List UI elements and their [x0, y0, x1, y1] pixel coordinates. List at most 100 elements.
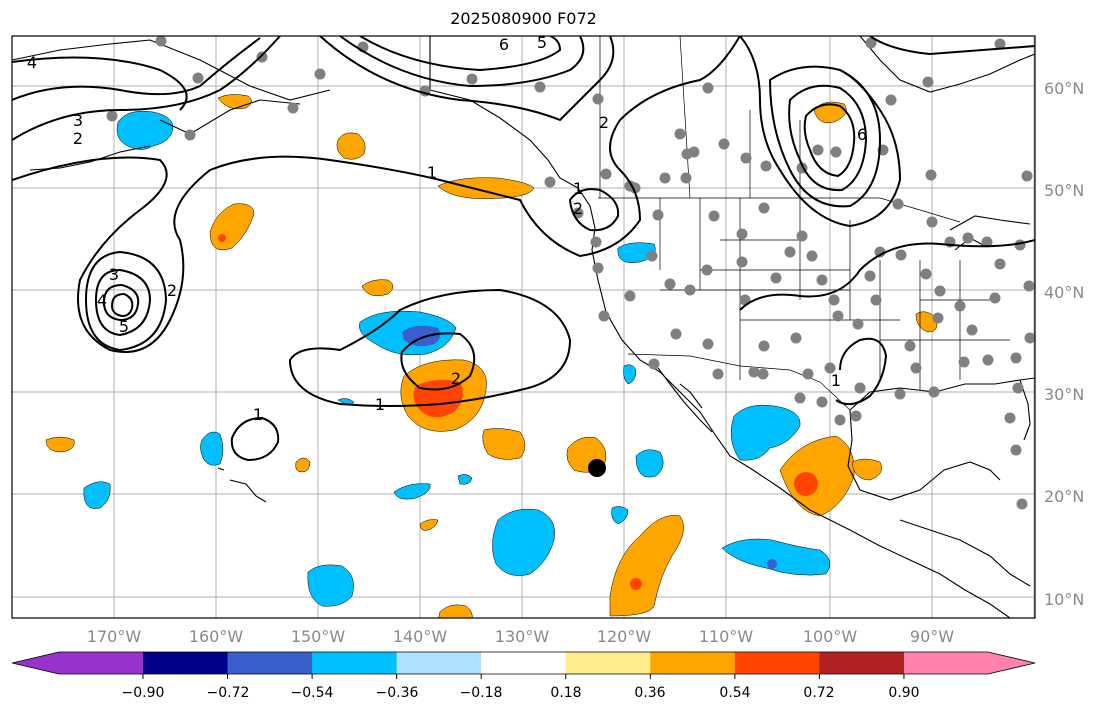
anomaly-blob: [851, 458, 882, 481]
colorbar-tick-label: −0.18: [460, 685, 503, 701]
contour-line: [12, 36, 741, 353]
colorbar-segment: [143, 652, 229, 674]
lat-label: 30°N: [1044, 385, 1084, 404]
station-dot: [832, 310, 844, 322]
anomaly-blob: [492, 508, 555, 576]
state-lines: [659, 198, 1010, 390]
colorbar-tick-label: −0.72: [207, 685, 250, 701]
colorbar-tick-label: −0.36: [376, 685, 419, 701]
gulf-coast: [849, 377, 1035, 411]
station-dot: [790, 332, 802, 344]
contour-label: 1: [375, 395, 385, 414]
station-dot: [684, 284, 696, 296]
latitude-labels: 60°N 50°N 40°N 30°N 20°N 10°N: [1044, 79, 1084, 609]
station-dot: [664, 278, 676, 290]
anomaly-shading: [45, 94, 938, 618]
contour-label: 1: [573, 179, 583, 198]
station-dot: [865, 37, 877, 49]
station-dot: [816, 396, 828, 408]
station-dot: [994, 38, 1006, 50]
station-dot: [806, 250, 818, 262]
station-dot: [796, 230, 808, 242]
colorbar: [11, 651, 1036, 679]
station-dot: [989, 292, 1001, 304]
station-dot: [1010, 444, 1022, 456]
contour-line: [110, 292, 134, 318]
station-dot: [1024, 332, 1035, 344]
lon-label: 170°W: [87, 627, 142, 646]
station-dot: [688, 146, 700, 158]
colorbar-tick-label: 0.54: [719, 685, 750, 701]
contour-line: [803, 103, 856, 178]
station-dot: [1014, 239, 1026, 251]
colorbar-outline: [11, 651, 1036, 675]
anomaly-blob: [730, 404, 801, 461]
colorbar-tick-label: 0.72: [803, 685, 834, 701]
colorbar-tick-label: 0.90: [888, 685, 919, 701]
us-mexico-border: [627, 353, 851, 411]
contour-label: 2: [167, 281, 177, 300]
lat-label: 50°N: [1044, 181, 1084, 200]
anomaly-blob: [83, 481, 111, 509]
station-dot: [314, 68, 326, 80]
station-dot: [598, 310, 610, 322]
colorbar-segment: [227, 652, 313, 674]
station-dot: [646, 250, 658, 262]
colorbar-tick-label: −0.54: [291, 685, 334, 701]
central-america: [899, 519, 1031, 587]
station-dot: [736, 228, 748, 240]
anomaly-blob: [295, 457, 311, 473]
contour-line: [288, 288, 572, 407]
canada-provinces: [599, 36, 801, 199]
hawaii: [217, 467, 267, 503]
colorbar-segment: [481, 652, 567, 674]
station-dot: [920, 268, 932, 280]
contour-label: 1: [831, 371, 841, 390]
lon-label: 140°W: [393, 627, 448, 646]
contour-line: [94, 268, 152, 337]
station-dot: [534, 81, 546, 93]
station-dot: [770, 272, 782, 284]
station-dot: [928, 386, 940, 398]
contour-label: 2: [451, 369, 461, 388]
contour-label: 4: [97, 291, 107, 310]
colorbar-tick-label: 0.36: [634, 685, 665, 701]
station-dot: [701, 264, 713, 276]
mexico-gulf: [847, 409, 1001, 501]
station-dot: [954, 300, 966, 312]
station-dot: [926, 216, 938, 228]
station-dot: [1023, 280, 1035, 292]
station-dot: [794, 392, 806, 404]
station-dot: [256, 51, 268, 63]
lat-label: 60°N: [1044, 79, 1084, 98]
station-dot: [712, 368, 724, 380]
contour-label: 3: [73, 111, 83, 130]
anomaly-blob: [438, 604, 473, 618]
anomaly-core: [402, 325, 441, 347]
station-dot: [1021, 170, 1033, 182]
figure-title: 2025080900 F072: [450, 9, 597, 28]
contour-line: [788, 84, 868, 192]
station-dot: [925, 169, 937, 181]
anomaly-blob: [307, 564, 354, 607]
station-dot: [155, 36, 167, 47]
graticule: [12, 36, 1035, 618]
anomaly-blob: [635, 449, 664, 478]
station-dot: [910, 362, 922, 374]
contour-labels: 4 3 2 6 5 2 6 1 3 1 2 4 5 2 1 2 1 1: [27, 36, 867, 424]
anomaly-blob: [361, 279, 394, 296]
florida: [1019, 379, 1031, 441]
station-dot: [740, 152, 752, 164]
political-borders: [598, 36, 1010, 411]
station-dot: [1016, 498, 1028, 510]
anomaly-core: [767, 559, 777, 569]
anomaly-core: [218, 234, 226, 242]
anomaly-core: [794, 472, 818, 496]
colorbar-segment: [565, 652, 651, 674]
map-frame: [11, 35, 1036, 619]
station-dot: [958, 356, 970, 368]
alaska-coast: [12, 39, 331, 135]
station-dot: [702, 338, 714, 350]
contour-line: [319, 36, 615, 122]
